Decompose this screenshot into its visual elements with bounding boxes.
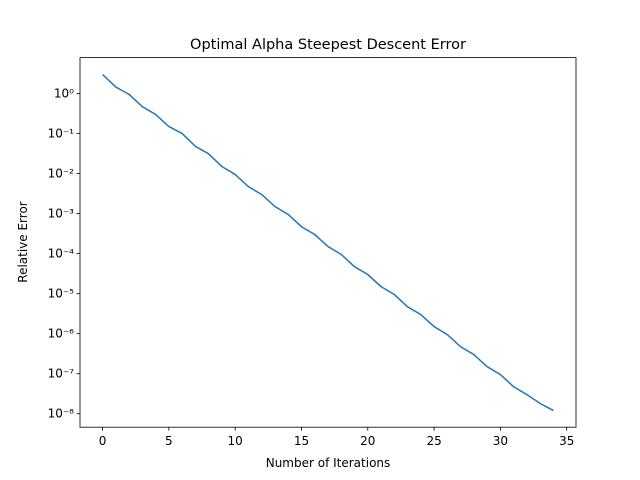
x-tick-label: 30 bbox=[493, 434, 508, 448]
y-tick-label: 10⁻⁷ bbox=[48, 367, 75, 381]
x-tick-label: 20 bbox=[360, 434, 375, 448]
x-tick-label: 15 bbox=[294, 434, 309, 448]
y-tick-label: 10⁻¹ bbox=[48, 127, 75, 141]
x-tick-label: 10 bbox=[228, 434, 243, 448]
y-tick-label: 10⁻³ bbox=[48, 207, 75, 221]
x-tick-label: 25 bbox=[426, 434, 441, 448]
x-tick-label: 0 bbox=[99, 434, 107, 448]
x-tick-label: 35 bbox=[559, 434, 574, 448]
y-axis-label: Relative Error bbox=[16, 201, 30, 283]
chart-title: Optimal Alpha Steepest Descent Error bbox=[190, 37, 466, 53]
y-tick-label: 10⁻² bbox=[48, 167, 75, 181]
y-tick-label: 10⁰ bbox=[54, 87, 74, 101]
x-tick-label: 5 bbox=[165, 434, 173, 448]
y-tick-label: 10⁻⁶ bbox=[48, 327, 75, 341]
x-axis-label: Number of Iterations bbox=[266, 456, 391, 470]
plot-frame bbox=[79, 57, 577, 428]
y-tick-label: 10⁻⁵ bbox=[48, 287, 75, 301]
y-tick-label: 10⁻⁸ bbox=[48, 407, 75, 421]
y-tick-label: 10⁻⁴ bbox=[48, 247, 75, 261]
data-line bbox=[102, 73, 554, 412]
